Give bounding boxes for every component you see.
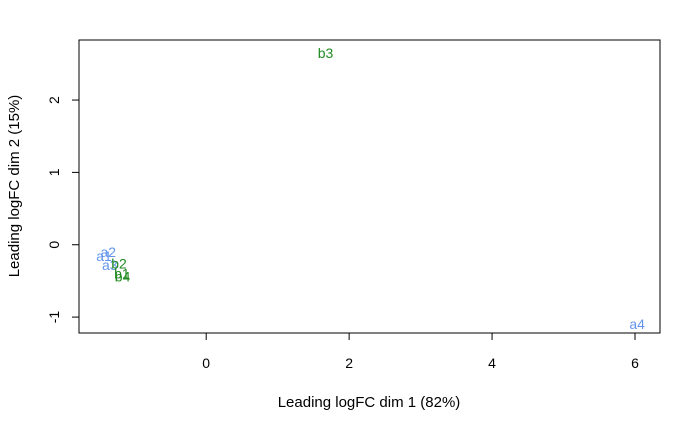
y-tick-label: 2 bbox=[46, 96, 62, 104]
y-tick-label: 1 bbox=[46, 168, 62, 176]
x-axis: 0 2 4 6 bbox=[202, 332, 639, 371]
x-tick-label: 0 bbox=[202, 355, 210, 371]
y-axis-label: Leading logFC dim 2 (15%) bbox=[6, 95, 23, 278]
x-axis-label: Leading logFC dim 1 (82%) bbox=[278, 394, 461, 411]
x-tick-label: 6 bbox=[631, 355, 639, 371]
point-label-b2: b2 bbox=[111, 255, 127, 271]
plot-box bbox=[78, 39, 661, 334]
point-label-b4: b4 bbox=[115, 268, 131, 284]
point-label-a1: a1 bbox=[96, 248, 112, 264]
point-label-b1: b1 bbox=[114, 266, 130, 282]
x-tick-label: 2 bbox=[345, 355, 353, 371]
point-label-a3: a3 bbox=[102, 257, 118, 273]
point-label-a2: a2 bbox=[101, 244, 117, 260]
point-label-b3: b3 bbox=[318, 45, 334, 61]
y-tick-label: 0 bbox=[46, 241, 62, 249]
y-tick-label: -1 bbox=[46, 311, 62, 324]
point-label-a4: a4 bbox=[629, 316, 645, 332]
x-tick-label: 4 bbox=[488, 355, 496, 371]
y-axis: -1 0 1 2 bbox=[46, 96, 80, 324]
